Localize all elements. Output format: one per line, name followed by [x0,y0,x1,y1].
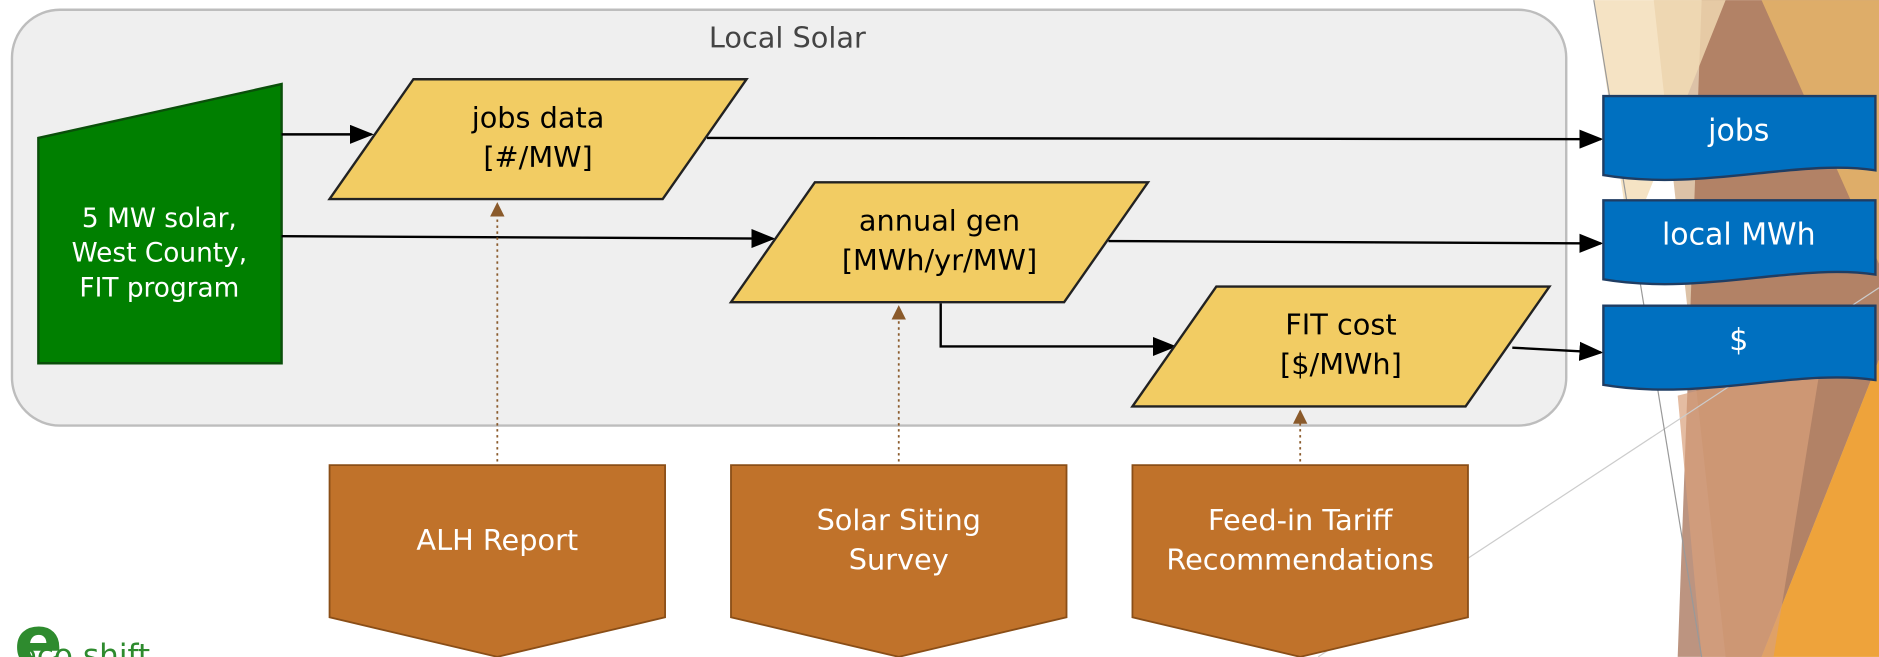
process-label: [$/MWh] [1280,347,1402,381]
source-label: Recommendations [1166,543,1434,577]
process-label: FIT cost [1285,308,1396,342]
input-label: West County, [72,239,247,269]
diagram: Local Solar jobs data [#/MW] annual gen [MW… [0,0,1879,657]
process-label: annual gen [859,203,1020,237]
output-label: jobs [1707,113,1769,148]
process-label: [#/MW] [483,140,592,174]
output-label: local MWh [1662,218,1816,253]
output-label: $ [1729,323,1748,358]
process-label: jobs data [471,100,605,134]
source-label: Solar Siting [817,503,981,537]
source-label: Survey [849,543,949,577]
source-node [330,465,666,657]
input-label: 5 MW solar, [82,204,237,234]
input-label: FIT program [79,273,239,303]
container-title: Local Solar [709,21,866,55]
source-label: ALH Report [416,523,578,557]
source-label: Feed-in Tariff [1208,503,1394,537]
process-label: [MWh/yr/MW] [842,243,1037,277]
logo-text: eco shift [18,638,150,657]
